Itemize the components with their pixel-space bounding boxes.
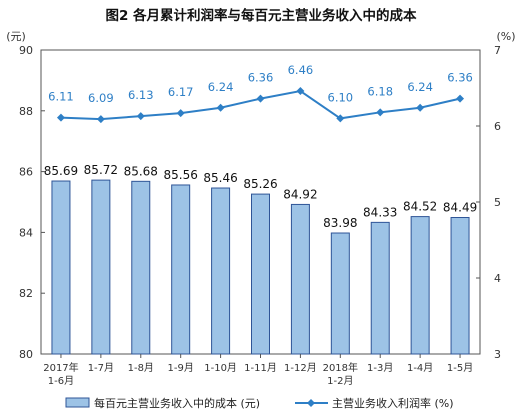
y-left-tick-label: 84 (19, 226, 33, 239)
bar-value-label: 84.92 (283, 187, 317, 201)
bar-value-label: 83.98 (323, 216, 357, 230)
line-point (96, 115, 105, 124)
y-right-tick-label: 3 (494, 348, 501, 361)
line-series (56, 87, 465, 124)
y-left-unit: (元) (6, 30, 26, 43)
y-left-tick-labels: 80 82 84 86 88 90 (19, 44, 45, 361)
y-right-unit: (%) (496, 30, 515, 43)
bar-series (51, 179, 470, 355)
bar-value-label: 84.33 (363, 205, 397, 219)
bar (211, 187, 231, 355)
bar (410, 216, 430, 355)
line-value-label: 6.46 (288, 63, 314, 77)
bar (370, 221, 390, 355)
legend-bar-swatch (65, 397, 90, 408)
x-tick-label: 2017年 (43, 361, 78, 374)
line-value-label: 6.10 (328, 90, 354, 104)
legend: 每百元主营业务收入中的成本 (元) 主营业务收入利润率 (%) (65, 396, 454, 410)
y-right-tick-label: 6 (494, 120, 501, 133)
y-left-tick-label: 90 (19, 44, 33, 57)
line-value-label: 6.36 (248, 71, 274, 85)
bar (131, 180, 151, 355)
line-value-label: 6.17 (168, 85, 194, 99)
x-tick-label: 1-9月 (168, 362, 194, 374)
bar-value-label: 85.46 (203, 171, 237, 185)
line-value-label: 6.36 (447, 71, 473, 85)
bar-value-label: 84.52 (403, 200, 437, 214)
x-tick-label: 1-4月 (407, 362, 433, 374)
bar (251, 193, 270, 355)
line-point (416, 103, 425, 112)
y-right-tick-label: 4 (494, 272, 501, 285)
bar-value-label: 85.56 (164, 168, 198, 182)
line-point (336, 114, 345, 123)
y-right-tick-labels: 3 4 5 6 7 (476, 44, 501, 361)
x-tick-label: 1-10月 (204, 362, 237, 374)
line-point (136, 112, 145, 121)
x-tick-label: 2018年 (323, 361, 358, 374)
bar (91, 179, 111, 355)
x-tick-label: 1-2月 (327, 375, 353, 387)
line-point (256, 94, 265, 103)
bar (450, 217, 470, 355)
line-value-label: 6.24 (407, 80, 433, 94)
line-point (456, 94, 465, 103)
line-value-labels: 6.11 6.09 6.13 6.17 6.24 6.36 6.46 6.10 6.18 6.24… (48, 63, 473, 105)
bar (171, 184, 191, 355)
bar-value-label: 85.26 (243, 177, 277, 191)
y-left-tick-label: 86 (19, 166, 33, 179)
line-point (56, 113, 65, 122)
x-tick-label: 1-7月 (88, 362, 114, 374)
y-left-tick-label: 82 (19, 287, 33, 300)
x-tick-label: 1-8月 (128, 362, 154, 374)
bar-value-label: 85.72 (84, 163, 118, 177)
bar-value-labels: 85.69 85.72 85.68 85.56 85.46 85.26 84.92 83.98… (44, 163, 477, 230)
line-value-label: 6.13 (128, 88, 154, 102)
bar-value-label: 85.68 (124, 164, 158, 178)
chart-title: 图2 各月累计利润率与每百元主营业务收入中的成本 (105, 7, 417, 24)
x-tick-label: 1-11月 (244, 362, 277, 374)
bar (330, 232, 350, 355)
x-tick-label: 1-6月 (48, 375, 74, 387)
line-value-label: 6.09 (88, 91, 114, 105)
line-point (376, 108, 385, 117)
bar-value-label: 84.49 (443, 201, 477, 215)
line-value-label: 6.18 (367, 84, 393, 98)
line-value-label: 6.11 (48, 90, 74, 104)
x-tick-label: 1-3月 (367, 362, 393, 374)
bar (290, 203, 310, 355)
y-left-tick-label: 88 (19, 105, 33, 118)
x-tick-label: 1-5月 (447, 362, 473, 374)
line-point (296, 87, 305, 96)
bar-value-label: 85.69 (44, 164, 78, 178)
line-point (176, 109, 185, 118)
legend-line-label: 主营业务收入利润率 (%) (332, 396, 454, 410)
line-value-label: 6.24 (208, 80, 234, 94)
y-right-tick-label: 5 (494, 196, 501, 209)
x-tick-label: 1-12月 (284, 362, 317, 374)
legend-line-marker (307, 399, 315, 407)
line-point (216, 103, 225, 112)
y-left-tick-label: 80 (19, 348, 33, 361)
y-right-tick-label: 7 (494, 44, 501, 57)
legend-bar-label: 每百元主营业务收入中的成本 (元) (94, 396, 260, 410)
bar (51, 180, 71, 355)
